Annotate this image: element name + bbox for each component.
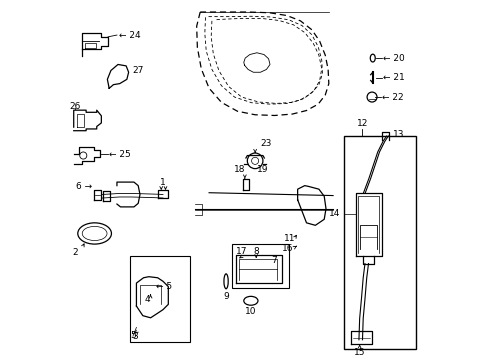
Text: 12: 12 [356,119,367,128]
Text: 18: 18 [233,165,245,174]
Text: 7: 7 [270,256,276,265]
Text: 23: 23 [260,139,271,148]
Text: ← 22: ← 22 [381,93,403,102]
Ellipse shape [82,226,107,240]
Text: 17: 17 [236,247,247,256]
Text: ← 25: ← 25 [109,150,131,159]
Text: 11: 11 [284,234,295,243]
Text: 4: 4 [144,294,150,303]
Text: ← 5: ← 5 [156,282,172,291]
Text: ← 20: ← 20 [382,54,404,63]
Text: 27: 27 [132,66,143,75]
Bar [343,136,415,348]
Ellipse shape [224,274,228,289]
Text: 8: 8 [253,247,259,256]
Text: 14: 14 [328,210,340,219]
Text: 2: 2 [72,248,78,257]
Text: 19: 19 [257,165,268,174]
Text: ← 24: ← 24 [119,31,140,40]
Text: 26: 26 [69,102,81,111]
Ellipse shape [78,223,111,244]
Text: 15: 15 [353,348,365,357]
Ellipse shape [244,296,258,305]
Text: 16: 16 [281,244,293,253]
Bar [232,244,288,288]
Text: 3: 3 [132,332,137,341]
Bar [130,256,189,342]
Text: 6 →: 6 → [76,182,92,191]
Text: ← 21: ← 21 [382,73,404,82]
Text: 9: 9 [223,292,228,301]
Text: 13: 13 [392,130,404,139]
Text: 1: 1 [160,179,165,188]
Ellipse shape [369,54,374,62]
Text: 10: 10 [244,307,256,316]
Text: 5: 5 [130,330,136,339]
